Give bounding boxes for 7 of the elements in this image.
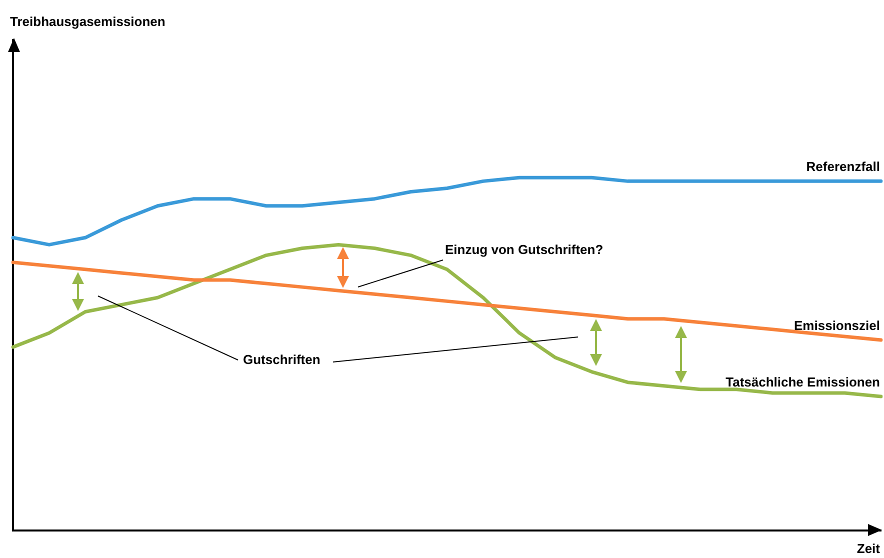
annotation: Gutschriften xyxy=(243,352,320,367)
series-label: Tatsächliche Emissionen xyxy=(726,374,880,390)
x-axis-title: Zeit xyxy=(856,541,881,556)
annotation: Einzug von Gutschriften? xyxy=(445,242,604,257)
series-label: Referenzfall xyxy=(806,159,880,174)
series-label: Emissionsziel xyxy=(794,318,880,334)
text: Treibhausgasemissionen xyxy=(10,14,166,29)
